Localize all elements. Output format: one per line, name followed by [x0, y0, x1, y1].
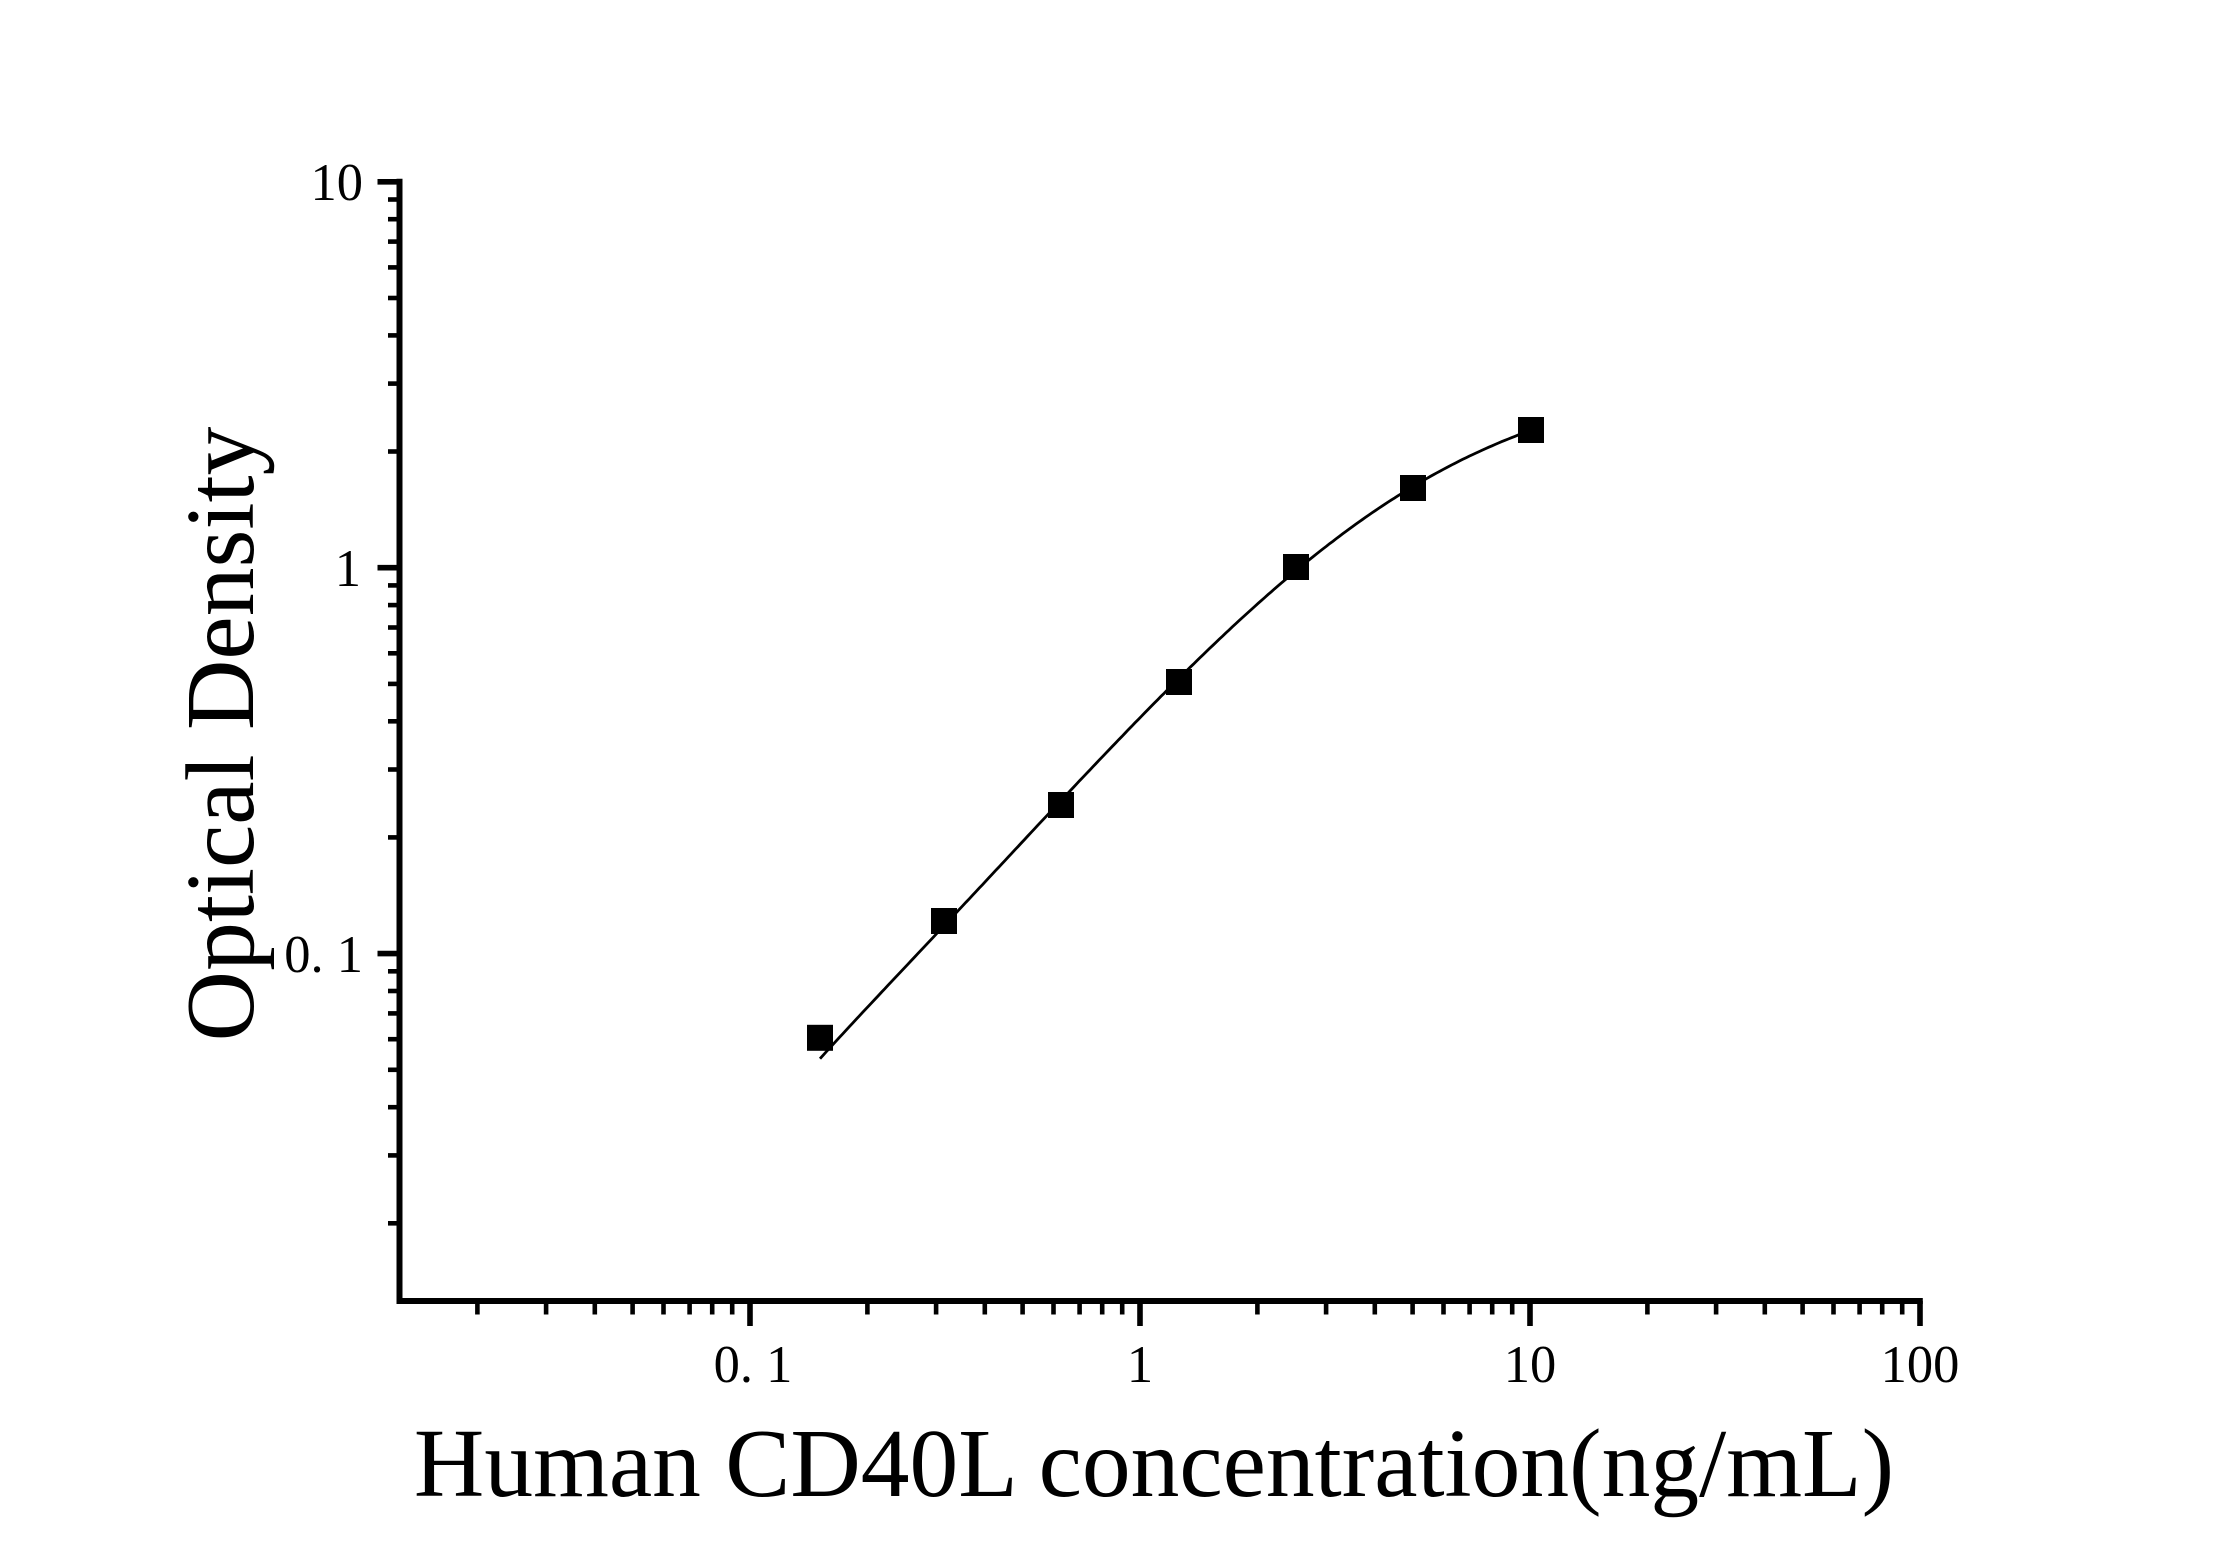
svg-text:100: 100 — [1881, 1336, 1960, 1394]
svg-text:Optical Density: Optical Density — [167, 426, 275, 1041]
svg-text:0. 1: 0. 1 — [284, 926, 363, 984]
svg-text:1: 1 — [335, 540, 361, 598]
svg-text:1: 1 — [1127, 1336, 1153, 1394]
svg-text:Human CD40L concentration(ng/m: Human CD40L concentration(ng/mL) — [414, 1410, 1894, 1518]
svg-text:0. 1: 0. 1 — [714, 1336, 793, 1394]
svg-text:10: 10 — [1504, 1336, 1557, 1394]
svg-text:10: 10 — [311, 154, 364, 212]
